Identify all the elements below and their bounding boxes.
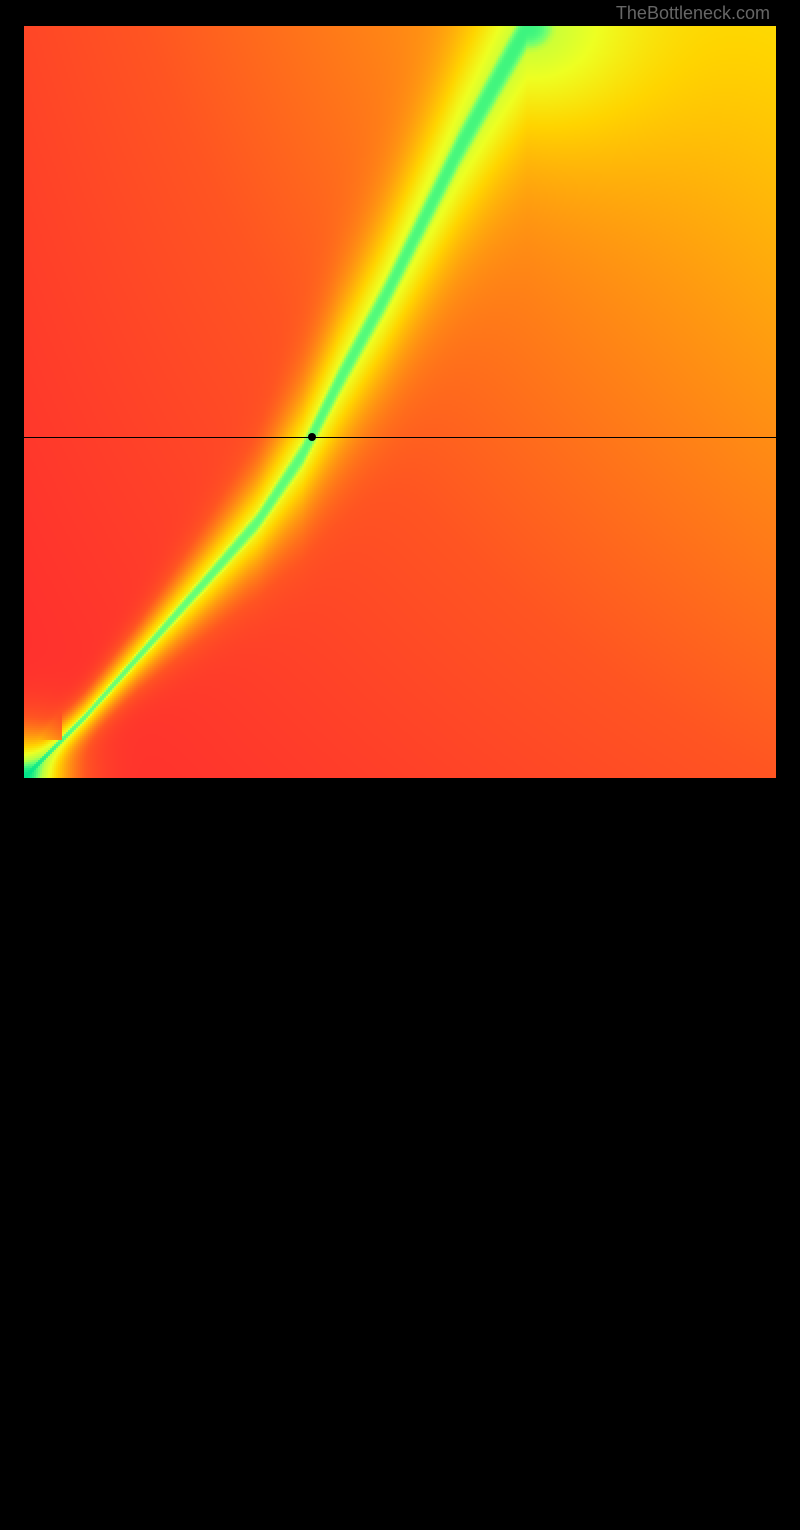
crosshair-marker-dot bbox=[308, 433, 316, 441]
crosshair-horizontal bbox=[24, 437, 776, 438]
heatmap-canvas bbox=[24, 26, 776, 778]
watermark-text: TheBottleneck.com bbox=[616, 3, 770, 24]
crosshair-vertical bbox=[312, 778, 313, 1530]
heatmap-plot bbox=[24, 26, 776, 778]
